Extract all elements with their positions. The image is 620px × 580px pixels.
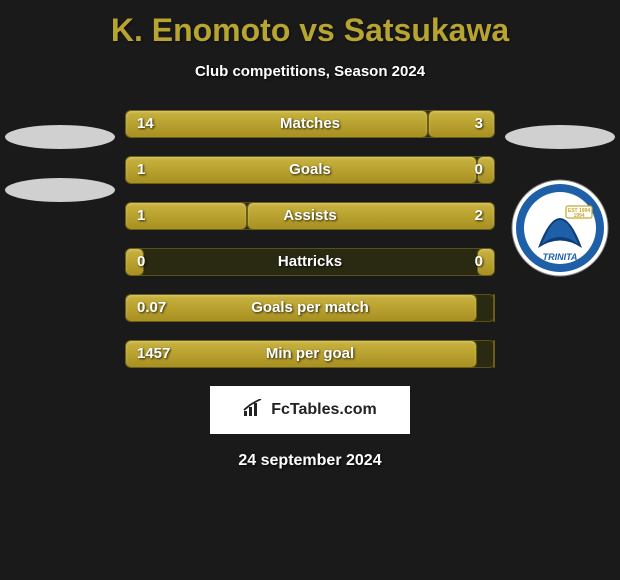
svg-text:TRINITA: TRINITA (543, 252, 578, 262)
stat-row: 14 Matches 3 (125, 110, 495, 138)
player1-club-placeholder (5, 178, 115, 202)
subtitle: Club competitions, Season 2024 (0, 63, 620, 80)
stat-value-right: 0 (475, 248, 483, 276)
stat-label: Min per goal (125, 340, 495, 368)
svg-text:FC OITA: FC OITA (548, 265, 572, 271)
source-text: FcTables.com (271, 401, 377, 419)
player1-photo-placeholder (5, 125, 115, 149)
chart-icon (243, 399, 265, 422)
stat-label: Matches (125, 110, 495, 138)
stat-row: 0 Hattricks 0 (125, 248, 495, 276)
source-card[interactable]: FcTables.com (210, 386, 410, 434)
stat-label: Goals per match (125, 294, 495, 322)
stat-row: 1 Goals 0 (125, 156, 495, 184)
stats-container: 14 Matches 3 1 Goals 0 1 Assists 2 0 Hat… (125, 110, 495, 368)
player2-photo-placeholder (505, 125, 615, 149)
stat-label: Assists (125, 202, 495, 230)
stat-label: Hattricks (125, 248, 495, 276)
stat-row: 1 Assists 2 (125, 202, 495, 230)
player2-club-badge: EST 1994 1994 TRINITA FC OITA (510, 178, 610, 278)
stat-row: 1457 Min per goal (125, 340, 495, 368)
page-title: K. Enomoto vs Satsukawa (0, 0, 620, 49)
stat-value-right: 0 (475, 156, 483, 184)
stat-row: 0.07 Goals per match (125, 294, 495, 322)
svg-text:1994: 1994 (573, 213, 584, 219)
date-text: 24 september 2024 (0, 452, 620, 470)
stat-value-right: 2 (475, 202, 483, 230)
stat-label: Goals (125, 156, 495, 184)
stat-value-right: 3 (475, 110, 483, 138)
